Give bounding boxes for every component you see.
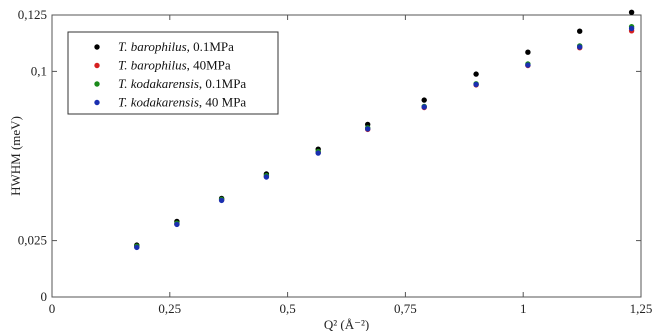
y-axis-label: HWHM (meV) [8,116,23,196]
x-tick-label: 0,25 [158,301,181,316]
legend-entry-condition: , 0.1MPa [199,76,247,91]
axes: 0 0,25 0,5 0,75 1 1,25 0 0,025 0,1 0,125 [18,7,653,316]
legend-marker [94,44,100,50]
legend-entry-condition: , 40 MPa [199,95,247,110]
x-tick-label: 1,25 [630,301,653,316]
legend-entry-condition: , 0.1MPa [187,39,235,54]
x-axis-label: Q² (Å⁻²) [324,317,369,331]
data-point-series-4 [421,104,427,110]
x-tick-label: 1 [520,301,527,316]
legend-entry-species: T. barophilus [118,39,187,54]
x-tick-label: 0,5 [279,301,295,316]
legend-entry-species: T. kodakarensis [118,76,199,91]
y-tick-label: 0 [41,289,48,304]
legend-marker [94,81,100,87]
legend-entry-species: T. barophilus [118,58,187,73]
data-point-series-4 [315,150,321,156]
legend-entry-species: T. kodakarensis [118,95,199,110]
data-point-series-4 [134,244,140,251]
data-point-series-4 [218,197,225,204]
data-point-series-4 [577,44,583,50]
legend-marker [94,99,100,106]
data-point-series-1 [473,71,479,77]
y-tick-label: 0,1 [31,63,47,78]
data-point-series-1 [577,28,583,34]
data-point-series-1 [421,97,427,103]
y-tick-label: 0,125 [18,7,47,22]
legend-entry: T. barophilus, 0.1MPa [118,39,234,54]
data-point-series-4 [263,174,270,180]
data-point-series-4 [473,81,479,88]
legend-entry: T. barophilus, 40MPa [118,58,231,73]
legend-marker [94,62,100,69]
plot-frame [51,14,642,298]
legend-entry: T. kodakarensis, 40 MPa [118,95,246,110]
data-point-series-1 [525,49,531,55]
data-point-series-1 [628,9,635,15]
y-tick-label: 0,025 [18,233,47,248]
data-point-series-4 [365,126,371,132]
x-tick-label: 0 [49,301,56,316]
data-points [134,9,635,251]
data-point-series-4 [525,62,531,68]
legend-entry: T. kodakarensis, 0.1MPa [118,76,246,91]
data-point-series-4 [174,221,180,228]
data-point-series-4 [628,25,635,32]
legend-box [67,31,279,115]
legend-entry-condition: , 40MPa [187,58,231,73]
x-tick-label: 0,75 [394,301,417,316]
